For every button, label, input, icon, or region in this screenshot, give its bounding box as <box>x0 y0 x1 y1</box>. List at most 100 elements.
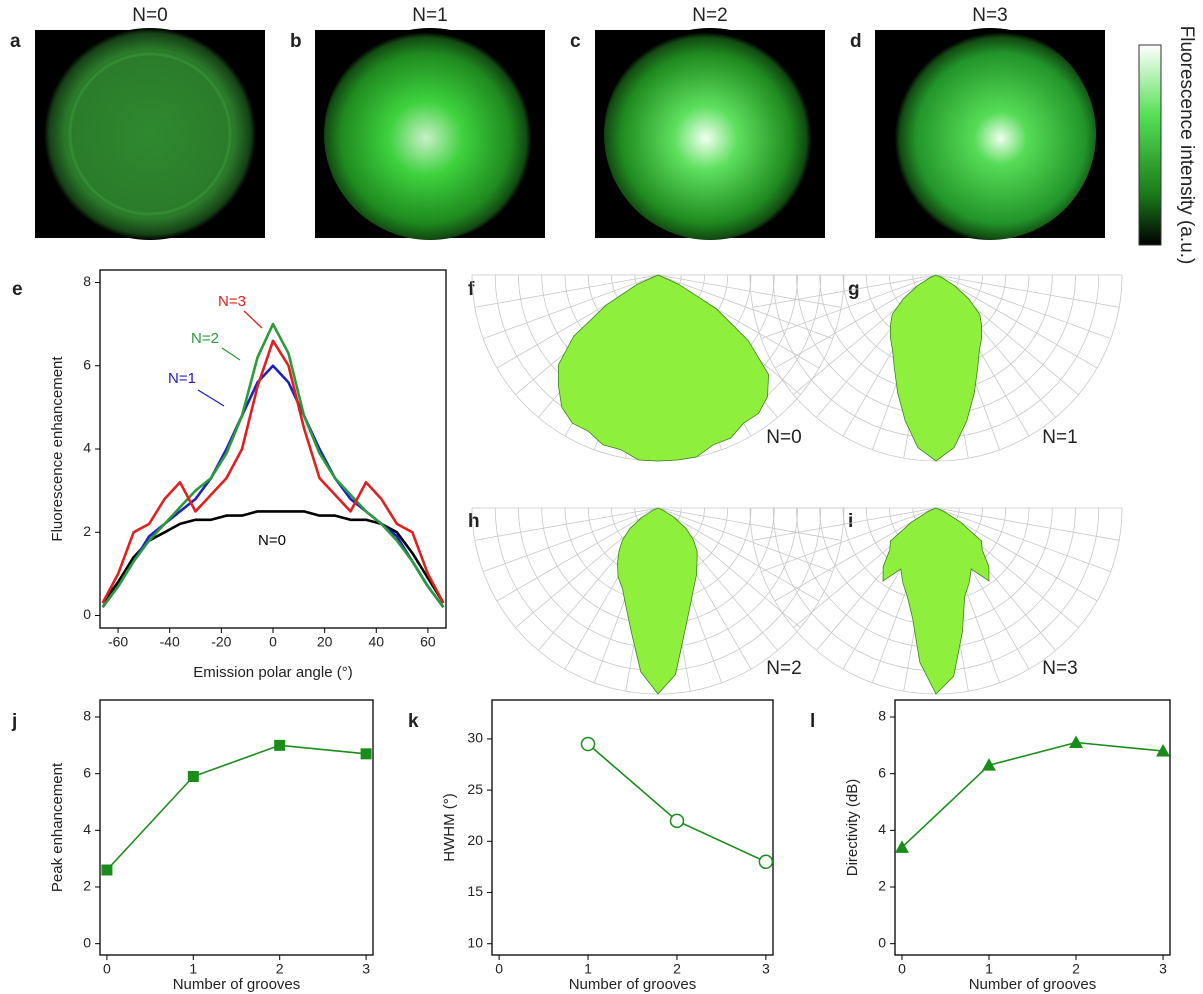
polar-spoke <box>752 507 937 541</box>
polar-spoke <box>752 274 937 308</box>
polar-spoke <box>935 274 1098 369</box>
x-tick-label: 0 <box>898 961 906 977</box>
y-tick-label: 0 <box>878 934 886 950</box>
polar-spoke <box>483 274 659 339</box>
y-tick-label: 25 <box>467 781 483 797</box>
series-label: N=3 <box>218 293 246 310</box>
y-tick-label: 4 <box>878 821 886 837</box>
series-line <box>101 322 445 608</box>
y-tick-label: 0 <box>83 934 91 950</box>
image-title: N=1 <box>412 5 447 26</box>
panel-letter: e <box>12 279 23 300</box>
image-c <box>595 28 825 240</box>
x-tick-label: 2 <box>276 961 284 977</box>
x-tick-label: 3 <box>762 961 770 977</box>
polar-label: N=3 <box>1042 658 1077 679</box>
y-axis-label: Peak enhancement <box>49 762 66 892</box>
y-tick-label: 4 <box>83 821 91 837</box>
marker <box>360 748 372 760</box>
x-tick-label: 1 <box>584 961 592 977</box>
x-tick-label: 3 <box>362 961 370 977</box>
polar-spoke <box>935 274 1120 308</box>
x-tick-label: 3 <box>1159 961 1167 977</box>
marker <box>894 840 909 853</box>
y-axis-label: HWHM (°) <box>441 793 458 861</box>
series-line <box>101 510 445 604</box>
polar-spoke <box>761 274 937 339</box>
x-tick-label: 1 <box>985 961 993 977</box>
polar-label: N=2 <box>766 658 801 679</box>
polar-spoke <box>774 274 937 369</box>
x-tick-label: 60 <box>420 634 436 650</box>
y-tick-label: 8 <box>83 273 91 289</box>
leader-line <box>197 389 225 407</box>
polar-spoke <box>657 507 833 572</box>
x-axis-label: Number of grooves <box>173 976 301 993</box>
series-line <box>587 743 767 863</box>
plot-frame <box>99 699 374 956</box>
x-tick-label: 0 <box>269 634 277 650</box>
panel-letter: b <box>290 31 302 52</box>
polar-shape <box>890 274 982 462</box>
y-tick-label: 2 <box>83 523 91 539</box>
panel-letter: k <box>408 711 419 732</box>
leader-line <box>243 310 263 329</box>
image-b <box>315 28 545 240</box>
x-tick-label: 2 <box>1072 961 1080 977</box>
y-tick-label: 2 <box>83 878 91 894</box>
marker <box>1156 744 1171 757</box>
panel-letter: i <box>848 511 853 532</box>
series-line <box>101 339 445 604</box>
polar-spoke <box>496 507 659 602</box>
plot-frame <box>894 699 1171 956</box>
polar-shape <box>882 507 990 695</box>
series-line <box>106 744 367 871</box>
polar-plot <box>471 274 845 462</box>
plot-frame <box>491 699 774 956</box>
y-tick-label: 6 <box>878 764 886 780</box>
polar-plot <box>749 507 1123 695</box>
y-tick-label: 10 <box>467 934 483 950</box>
polar-spoke <box>935 507 1111 572</box>
y-tick-label: 8 <box>878 708 886 724</box>
y-tick-label: 0 <box>83 606 91 622</box>
x-tick-label: -60 <box>108 634 128 650</box>
x-tick-label: 2 <box>673 961 681 977</box>
y-tick-label: 6 <box>83 356 91 372</box>
panel-letter: c <box>570 31 581 52</box>
polar-spoke <box>761 507 937 572</box>
polar-spoke <box>935 507 1098 602</box>
y-tick-label: 20 <box>467 832 483 848</box>
polar-spoke <box>935 274 1111 339</box>
x-axis-label: Number of grooves <box>969 976 1097 993</box>
series-line <box>101 364 445 608</box>
image-title: N=2 <box>692 5 727 26</box>
x-tick-label: 1 <box>189 961 197 977</box>
y-tick-label: 30 <box>467 730 483 746</box>
x-axis-label: Emission polar angle (°) <box>193 664 352 681</box>
marker <box>758 854 774 870</box>
polar-plot <box>749 274 1123 462</box>
colorbar-label: Fluorescence intensity (a.u.) <box>1176 26 1197 265</box>
panel-letter: f <box>468 279 475 300</box>
x-axis-label: Number of grooves <box>569 976 697 993</box>
x-tick-label: 0 <box>103 961 111 977</box>
image-a <box>35 28 265 240</box>
series-label: N=1 <box>168 370 196 387</box>
image-title: N=0 <box>132 5 167 26</box>
polar-spoke <box>657 507 820 602</box>
marker <box>101 864 113 876</box>
x-tick-label: 40 <box>368 634 384 650</box>
marker <box>669 813 685 829</box>
marker <box>580 736 596 752</box>
panel-letter: l <box>810 711 815 732</box>
polar-spoke <box>474 507 659 541</box>
y-tick-label: 15 <box>467 883 483 899</box>
panel-letter: h <box>468 511 480 532</box>
polar-spoke <box>657 507 842 541</box>
polar-spoke <box>774 507 937 602</box>
polar-label: N=0 <box>766 427 801 448</box>
y-tick-label: 6 <box>83 764 91 780</box>
